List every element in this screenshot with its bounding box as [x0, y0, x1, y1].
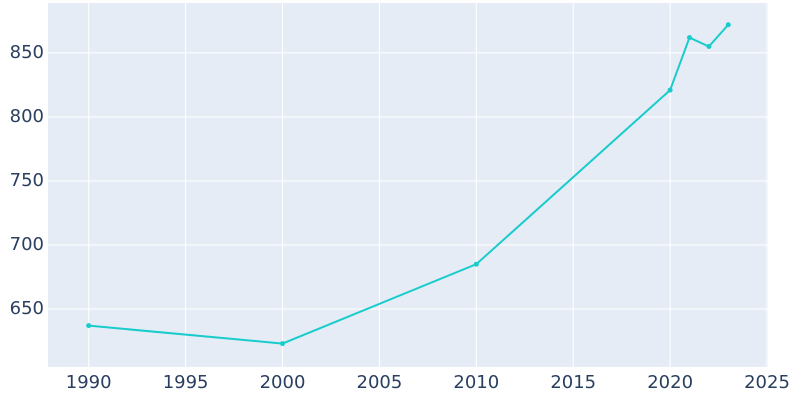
y-tick-label: 750 [10, 170, 44, 191]
x-tick-label: 2020 [647, 372, 693, 393]
point [473, 261, 479, 267]
x-tick-label: 2000 [260, 372, 306, 393]
point [687, 35, 693, 41]
x-tick-label: 2010 [453, 372, 499, 393]
point [667, 87, 673, 93]
y-tick-label: 800 [10, 106, 44, 127]
y-tick-label: 850 [10, 42, 44, 63]
x-tick-label: 1995 [163, 372, 209, 393]
plot-area [48, 3, 768, 367]
y-tick-label: 650 [10, 298, 44, 319]
point [725, 22, 731, 28]
x-tick-label: 2025 [744, 372, 790, 393]
point [706, 44, 712, 50]
x-tick-label: 2005 [357, 372, 403, 393]
point [280, 341, 286, 347]
y-tick-label: 700 [10, 234, 44, 255]
x-tick-label: 2015 [550, 372, 596, 393]
x-tick-label: 1990 [66, 372, 112, 393]
point [86, 323, 92, 329]
